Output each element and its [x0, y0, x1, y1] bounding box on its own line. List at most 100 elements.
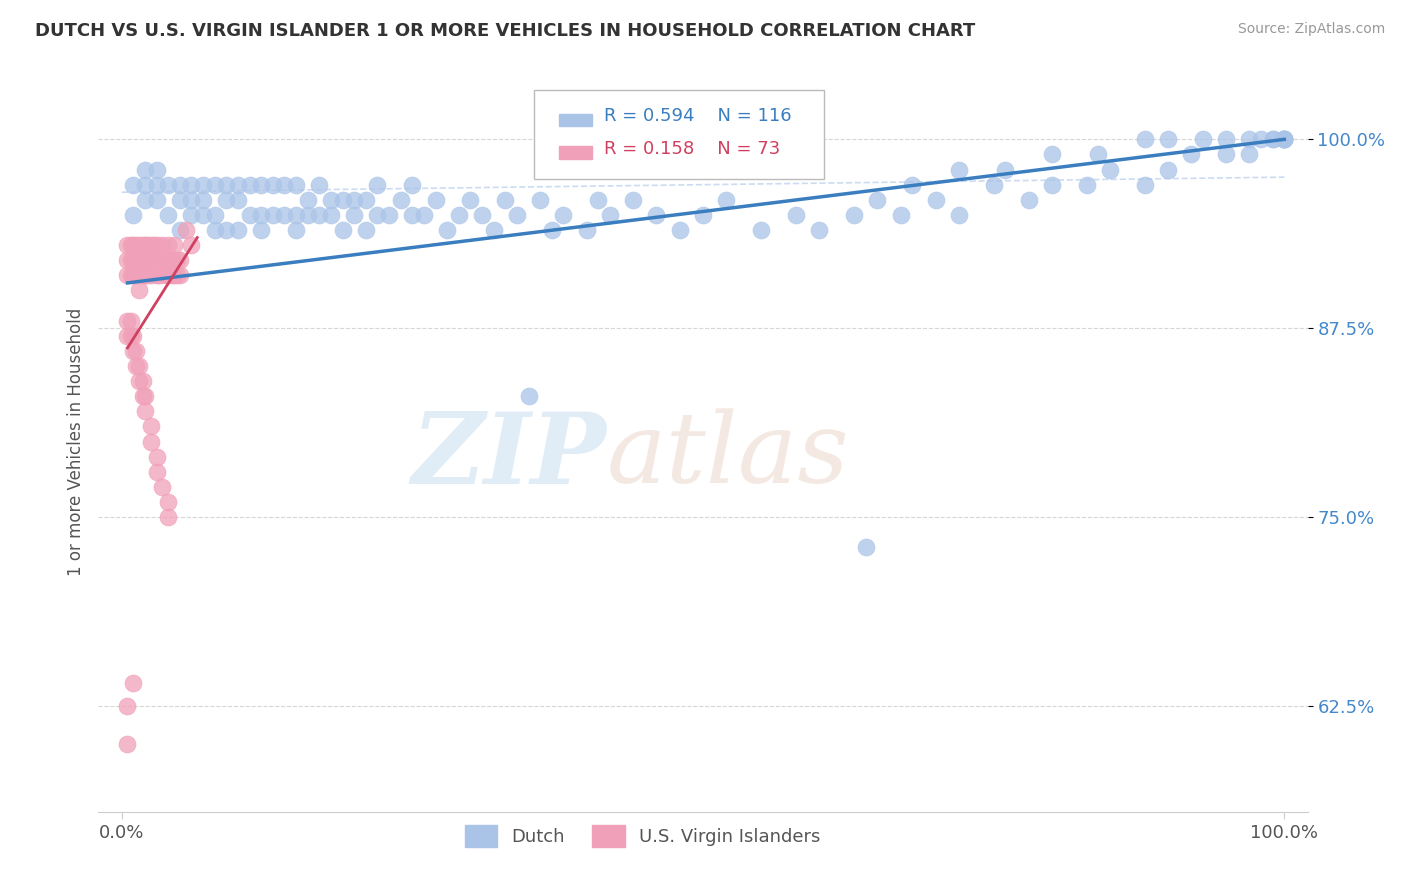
Point — [1040, 147, 1063, 161]
Point — [575, 223, 598, 237]
Point — [354, 193, 377, 207]
Point — [139, 434, 162, 449]
Point — [180, 193, 202, 207]
Point — [169, 193, 191, 207]
Point — [1272, 132, 1295, 146]
Point — [994, 162, 1017, 177]
Point — [262, 178, 284, 192]
Point — [645, 208, 668, 222]
Point — [226, 193, 249, 207]
Point — [128, 284, 150, 298]
Point — [215, 193, 238, 207]
Point — [122, 343, 145, 358]
Point — [122, 328, 145, 343]
Point — [948, 162, 970, 177]
Point — [319, 193, 342, 207]
Point — [319, 208, 342, 222]
Text: atlas: atlas — [606, 409, 849, 504]
Point — [401, 208, 423, 222]
Point — [553, 208, 575, 222]
Point — [139, 253, 162, 268]
Point — [169, 178, 191, 192]
Point — [145, 178, 167, 192]
Point — [239, 178, 262, 192]
Point — [588, 193, 610, 207]
Point — [482, 223, 505, 237]
Point — [1040, 178, 1063, 192]
Point — [1215, 147, 1237, 161]
Point — [948, 208, 970, 222]
Point — [163, 238, 186, 252]
Point — [117, 313, 139, 327]
Point — [131, 374, 153, 388]
Point — [134, 178, 156, 192]
Point — [494, 193, 516, 207]
Point — [122, 238, 145, 252]
Point — [174, 223, 197, 237]
Point — [239, 208, 262, 222]
Point — [169, 253, 191, 268]
Point — [983, 178, 1005, 192]
Point — [716, 193, 738, 207]
Point — [149, 253, 172, 268]
Point — [117, 328, 139, 343]
Point — [157, 238, 180, 252]
Point — [204, 208, 226, 222]
Point — [308, 178, 330, 192]
Point — [471, 208, 494, 222]
Point — [855, 541, 877, 555]
Point — [180, 178, 202, 192]
Point — [366, 208, 388, 222]
Point — [120, 313, 142, 327]
FancyBboxPatch shape — [560, 146, 592, 159]
Point — [1076, 178, 1098, 192]
Point — [924, 193, 946, 207]
Point — [143, 238, 166, 252]
Point — [599, 208, 621, 222]
Point — [128, 268, 150, 283]
Point — [134, 268, 156, 283]
Point — [136, 268, 159, 283]
Point — [120, 268, 142, 283]
Point — [226, 178, 249, 192]
Point — [157, 253, 180, 268]
Point — [1215, 132, 1237, 146]
Point — [131, 238, 153, 252]
Point — [124, 268, 146, 283]
Point — [297, 193, 319, 207]
Point — [149, 268, 172, 283]
Point — [139, 238, 162, 252]
Point — [517, 389, 540, 403]
Point — [134, 238, 156, 252]
Point — [150, 238, 173, 252]
Point — [191, 193, 214, 207]
Point — [134, 389, 156, 403]
Point — [166, 268, 188, 283]
Point — [128, 359, 150, 373]
Point — [785, 208, 807, 222]
Point — [204, 223, 226, 237]
Point — [808, 223, 831, 237]
Point — [117, 737, 139, 751]
Point — [273, 178, 295, 192]
Point — [1133, 132, 1156, 146]
Point — [1087, 147, 1109, 161]
Point — [1157, 132, 1180, 146]
Point — [1180, 147, 1202, 161]
Point — [120, 238, 142, 252]
Point — [191, 178, 214, 192]
Text: Source: ZipAtlas.com: Source: ZipAtlas.com — [1237, 22, 1385, 37]
Text: DUTCH VS U.S. VIRGIN ISLANDER 1 OR MORE VEHICLES IN HOUSEHOLD CORRELATION CHART: DUTCH VS U.S. VIRGIN ISLANDER 1 OR MORE … — [35, 22, 976, 40]
Point — [169, 223, 191, 237]
Point — [285, 178, 308, 192]
Point — [134, 162, 156, 177]
Point — [145, 253, 167, 268]
Text: ZIP: ZIP — [412, 409, 606, 505]
Point — [128, 374, 150, 388]
Point — [136, 253, 159, 268]
Point — [1272, 132, 1295, 146]
Point — [1261, 132, 1284, 146]
Point — [425, 193, 447, 207]
Point — [297, 208, 319, 222]
Point — [124, 253, 146, 268]
